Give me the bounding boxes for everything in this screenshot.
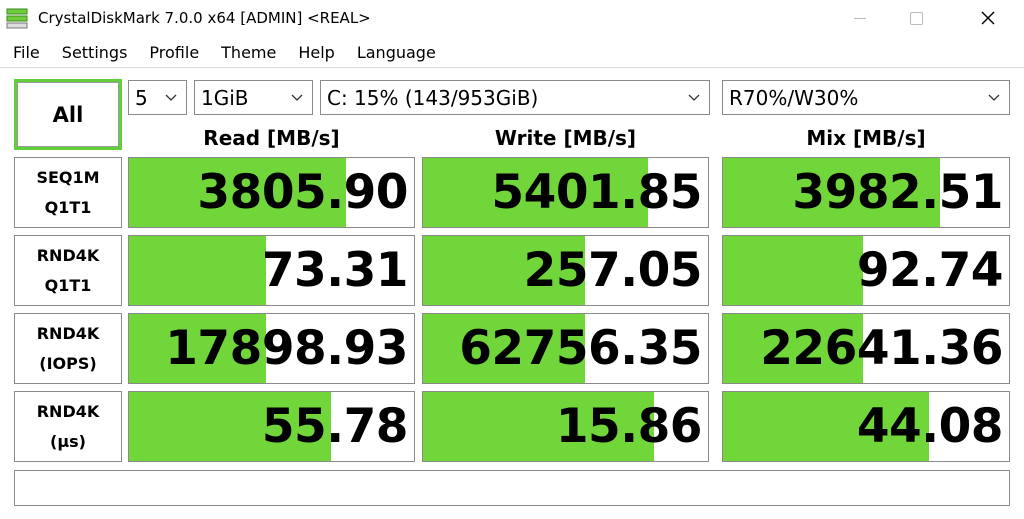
test-size-select[interactable]: 1GiB	[194, 80, 313, 115]
minimize-button[interactable]	[832, 0, 888, 36]
test-button-rnd4k-iops[interactable]: RND4K (IOPS)	[14, 313, 122, 384]
test-count-select[interactable]: 5	[128, 80, 187, 115]
result-bar	[129, 158, 346, 227]
result-cell: 92.74	[722, 235, 1010, 306]
result-bar	[423, 314, 586, 383]
test-size-value: 1GiB	[201, 85, 249, 110]
mix-ratio-select[interactable]: R70%/W30%	[722, 80, 1010, 115]
result-bar	[129, 236, 266, 305]
run-all-button[interactable]: All	[14, 79, 122, 150]
result-value: 44.08	[856, 399, 1004, 454]
result-value: 92.74	[856, 243, 1004, 298]
mix-ratio-value: R70%/W30%	[729, 85, 859, 110]
result-cell: 15.86	[422, 391, 709, 462]
result-cell: 73.31	[128, 235, 415, 306]
window-title: CrystalDiskMark 7.0.0 x64 [ADMIN] <REAL>	[38, 9, 371, 27]
result-bar	[423, 158, 649, 227]
result-cell: 62756.35	[422, 313, 709, 384]
read-column-header: Read [MB/s]	[203, 126, 340, 150]
result-cell: 5401.85	[422, 157, 709, 228]
menu-theme[interactable]: Theme	[221, 43, 277, 62]
result-value: 3982.51	[792, 165, 1003, 220]
result-value: 17898.93	[165, 321, 408, 376]
test-button-rnd4k-latency[interactable]: RND4K (µs)	[14, 391, 122, 462]
row-label-line2: (µs)	[50, 431, 86, 451]
result-bar	[723, 236, 864, 305]
row-label-line2: Q1T1	[44, 197, 92, 217]
menu-file[interactable]: File	[13, 43, 40, 62]
result-bar	[423, 392, 654, 461]
result-cell: 17898.93	[128, 313, 415, 384]
minimize-icon	[854, 17, 866, 19]
maximize-icon	[909, 11, 923, 25]
result-bar	[129, 392, 332, 461]
result-cell: 55.78	[128, 391, 415, 462]
chevron-down-icon	[988, 94, 1000, 101]
title-bar: CrystalDiskMark 7.0.0 x64 [ADMIN] <REAL>	[0, 0, 1024, 36]
row-label-line1: RND4K	[36, 401, 100, 421]
menu-bar: File Settings Profile Theme Help Languag…	[0, 38, 1024, 68]
row-label-line1: SEQ1M	[36, 167, 100, 187]
chevron-down-icon	[688, 94, 700, 101]
result-value: 22641.36	[760, 321, 1003, 376]
result-cell: 44.08	[722, 391, 1010, 462]
mix-column-header: Mix [MB/s]	[806, 126, 926, 150]
result-value: 62756.35	[459, 321, 702, 376]
result-bar	[423, 236, 586, 305]
result-cell: 3805.90	[128, 157, 415, 228]
row-label-line2: Q1T1	[44, 275, 92, 295]
test-button-seq1m-q1t1[interactable]: SEQ1M Q1T1	[14, 157, 122, 228]
result-value: 257.05	[523, 243, 703, 298]
result-cell: 22641.36	[722, 313, 1010, 384]
menu-profile[interactable]: Profile	[149, 43, 200, 62]
row-label-line2: (IOPS)	[39, 353, 97, 373]
result-bar	[723, 392, 929, 461]
result-value: 15.86	[555, 399, 703, 454]
menu-help[interactable]: Help	[298, 43, 335, 62]
write-column-header: Write [MB/s]	[494, 126, 637, 150]
result-value: 3805.90	[197, 165, 408, 220]
result-cell: 257.05	[422, 235, 709, 306]
test-button-rnd4k-q1t1[interactable]: RND4K Q1T1	[14, 235, 122, 306]
drive-select[interactable]: C: 15% (143/953GiB)	[320, 80, 710, 115]
result-bar	[129, 314, 266, 383]
close-button[interactable]	[960, 0, 1016, 36]
result-bar	[723, 158, 941, 227]
result-value: 5401.85	[491, 165, 702, 220]
status-bar	[14, 470, 1010, 506]
maximize-button[interactable]	[888, 0, 944, 36]
result-value: 55.78	[261, 399, 409, 454]
app-icon	[6, 8, 28, 29]
menu-language[interactable]: Language	[356, 43, 436, 62]
chevron-down-icon	[291, 94, 303, 101]
result-cell: 3982.51	[722, 157, 1010, 228]
drive-value: C: 15% (143/953GiB)	[327, 85, 539, 110]
chevron-down-icon	[165, 94, 177, 101]
menu-settings[interactable]: Settings	[61, 43, 128, 62]
row-label-line1: RND4K	[36, 323, 100, 343]
result-value: 73.31	[261, 243, 409, 298]
result-bar	[723, 314, 864, 383]
close-icon	[981, 11, 995, 25]
row-label-line1: RND4K	[36, 245, 100, 265]
test-count-value: 5	[135, 85, 148, 110]
